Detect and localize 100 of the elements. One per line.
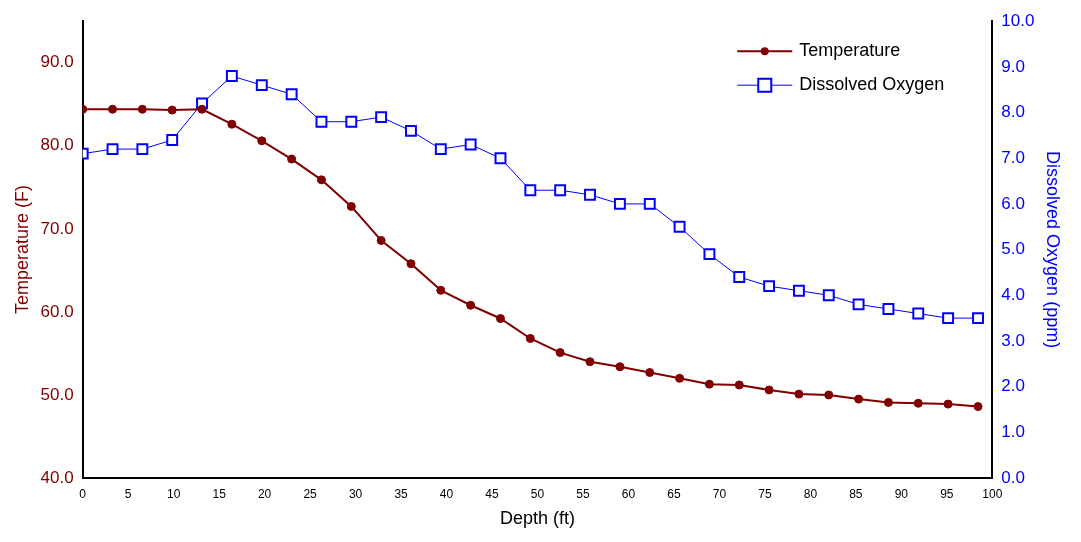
- point: [883, 397, 893, 407]
- point: [376, 235, 386, 245]
- point: [555, 348, 565, 358]
- y-tick-label: 50.0: [40, 384, 74, 404]
- point: [675, 373, 685, 383]
- point: [733, 271, 746, 283]
- x-tick-label: 90: [894, 486, 909, 501]
- x-tick-label: 55: [576, 486, 590, 501]
- point: [494, 152, 507, 165]
- point: [763, 280, 776, 293]
- point: [794, 389, 804, 399]
- point: [466, 300, 476, 310]
- x-tick-label: 50: [530, 486, 545, 501]
- y2-tick-label: 6.0: [1001, 193, 1025, 213]
- point: [375, 111, 388, 124]
- x-tick-label: 5: [124, 486, 132, 501]
- point: [108, 104, 118, 114]
- point: [584, 188, 596, 201]
- x-tick-label: 35: [394, 486, 409, 501]
- y2-tick-label: 0.0: [1001, 467, 1025, 487]
- point: [137, 104, 147, 114]
- point: [434, 143, 447, 156]
- x-tick-label: 40: [439, 486, 454, 501]
- x-tick-label: 20: [257, 486, 272, 501]
- y-tick-label: 40.0: [40, 467, 74, 487]
- point: [136, 143, 149, 156]
- y2-tick-label: 2.0: [1001, 376, 1025, 396]
- point: [436, 285, 446, 295]
- y2-tick-label: 1.0: [1001, 422, 1025, 442]
- legend-label: Dissolved Oxygen: [799, 74, 945, 95]
- point: [854, 394, 864, 404]
- y2-tick-label: 3.0: [1001, 330, 1025, 350]
- point: [227, 119, 237, 129]
- x-tick-label: 45: [485, 486, 500, 501]
- point: [106, 143, 119, 156]
- y2-axis-title: Dissolved Oxygen (ppm): [1043, 151, 1064, 349]
- point: [882, 303, 895, 315]
- point: [973, 402, 983, 412]
- point: [972, 312, 984, 325]
- x-tick-label: 25: [303, 486, 318, 501]
- x-tick-label: 60: [621, 486, 636, 501]
- x-tick-label: 70: [712, 486, 727, 501]
- point: [225, 70, 238, 82]
- point: [585, 357, 595, 367]
- point: [913, 398, 923, 408]
- point: [285, 88, 298, 101]
- y2-tick-label: 8.0: [1001, 102, 1025, 122]
- x-tick-label: 95: [940, 486, 954, 501]
- y2-tick-label: 10.0: [1001, 10, 1035, 30]
- y2-tick-label: 9.0: [1001, 56, 1025, 76]
- point: [822, 289, 835, 302]
- point: [704, 379, 714, 389]
- x-tick-label: 80: [803, 486, 818, 501]
- point: [942, 312, 955, 325]
- point: [345, 115, 358, 128]
- point: [405, 124, 417, 137]
- point: [464, 138, 477, 151]
- point: [645, 368, 655, 378]
- point: [495, 314, 505, 324]
- point: [912, 307, 925, 320]
- point: [673, 220, 686, 233]
- point: [943, 399, 953, 409]
- x-tick-label: 15: [212, 486, 227, 501]
- point: [316, 175, 326, 185]
- point: [166, 134, 179, 146]
- point: [703, 248, 716, 261]
- x-tick-label: 65: [667, 486, 681, 501]
- x-tick-label: 85: [849, 486, 863, 501]
- x-tick-label: 10: [166, 486, 181, 501]
- point: [852, 298, 865, 311]
- point: [524, 184, 537, 197]
- point: [257, 136, 267, 146]
- point: [792, 284, 805, 297]
- point: [615, 362, 625, 372]
- point: [287, 154, 297, 164]
- legend-label: Temperature: [799, 40, 901, 61]
- point: [525, 333, 535, 343]
- y-tick-label: 80.0: [40, 135, 74, 155]
- y-tick-label: 60.0: [40, 301, 74, 321]
- point: [613, 197, 626, 210]
- y-tick-label: 70.0: [40, 218, 74, 238]
- point: [255, 79, 268, 92]
- x-tick-label: 0: [79, 486, 87, 501]
- point: [643, 197, 656, 210]
- point: [346, 201, 356, 211]
- point: [197, 104, 207, 114]
- point: [406, 259, 416, 269]
- x-tick-label: 75: [758, 486, 772, 501]
- point: [764, 385, 774, 395]
- y-tick-label: 90.0: [40, 52, 74, 72]
- y2-tick-label: 4.0: [1001, 284, 1025, 304]
- point: [554, 184, 567, 197]
- x-tick-label: 100: [982, 486, 1003, 501]
- x-axis-title: Depth (ft): [499, 508, 576, 529]
- x-tick-label: 30: [348, 486, 363, 501]
- point: [167, 105, 177, 115]
- y-axis-title: Temperature (F): [11, 185, 32, 315]
- y2-tick-label: 5.0: [1001, 239, 1025, 259]
- point: [734, 380, 744, 390]
- y2-tick-label: 7.0: [1001, 147, 1025, 167]
